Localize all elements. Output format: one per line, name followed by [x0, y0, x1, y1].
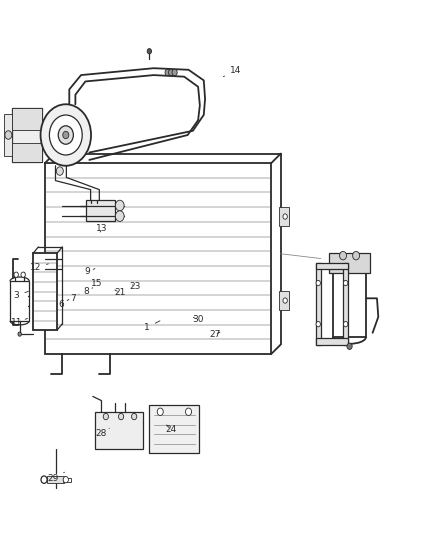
Circle shape — [131, 414, 137, 419]
Bar — [316, 263, 321, 345]
Circle shape — [18, 332, 21, 336]
Circle shape — [347, 343, 352, 350]
Bar — [333, 270, 366, 337]
Text: 27: 27 — [209, 330, 220, 339]
Bar — [316, 263, 348, 269]
Text: 9: 9 — [85, 268, 95, 276]
Bar — [63, 478, 71, 482]
Circle shape — [339, 252, 346, 260]
Bar — [316, 338, 348, 345]
Circle shape — [57, 167, 64, 175]
Bar — [45, 163, 271, 354]
Circle shape — [283, 298, 287, 303]
Text: 1: 1 — [144, 321, 160, 332]
Text: 24: 24 — [166, 425, 177, 434]
Circle shape — [41, 476, 47, 483]
Bar — [328, 253, 371, 273]
Circle shape — [41, 104, 91, 166]
Text: 29: 29 — [47, 472, 64, 483]
Text: 6: 6 — [59, 300, 69, 309]
Circle shape — [14, 272, 18, 277]
Circle shape — [172, 69, 177, 76]
Text: 12: 12 — [30, 263, 48, 272]
Bar — [279, 207, 289, 226]
Bar — [279, 291, 289, 310]
Text: 28: 28 — [95, 428, 110, 438]
Text: 14: 14 — [223, 66, 241, 77]
Bar — [95, 413, 143, 449]
Text: 3: 3 — [14, 291, 28, 300]
Text: 23: 23 — [130, 282, 141, 291]
Text: 15: 15 — [91, 279, 102, 288]
Bar — [343, 263, 348, 345]
Circle shape — [353, 252, 360, 260]
Bar — [12, 109, 42, 130]
Text: 11: 11 — [11, 318, 28, 327]
Circle shape — [316, 321, 321, 327]
Circle shape — [147, 49, 152, 54]
Text: 8: 8 — [83, 287, 93, 296]
Circle shape — [165, 69, 170, 76]
Circle shape — [116, 211, 124, 221]
Circle shape — [58, 126, 74, 144]
Circle shape — [169, 69, 174, 76]
Circle shape — [5, 131, 12, 139]
Text: 13: 13 — [96, 224, 107, 233]
Circle shape — [118, 414, 124, 419]
Bar — [149, 406, 199, 453]
Bar — [12, 143, 42, 161]
Bar — [10, 281, 29, 321]
Circle shape — [316, 280, 321, 286]
Text: 7: 7 — [71, 294, 79, 303]
Circle shape — [63, 477, 68, 483]
Circle shape — [103, 414, 109, 419]
Circle shape — [21, 272, 25, 277]
Circle shape — [116, 200, 124, 211]
Circle shape — [49, 115, 82, 155]
Bar — [4, 114, 12, 156]
Text: 30: 30 — [192, 315, 204, 324]
Bar — [86, 200, 115, 221]
Circle shape — [157, 408, 163, 416]
Circle shape — [343, 321, 348, 327]
Bar — [12, 109, 42, 161]
Circle shape — [63, 131, 69, 139]
Circle shape — [343, 280, 348, 286]
Circle shape — [283, 214, 287, 219]
Bar — [47, 477, 64, 483]
Circle shape — [185, 408, 191, 416]
Bar — [33, 253, 57, 330]
Text: 21: 21 — [114, 288, 125, 297]
